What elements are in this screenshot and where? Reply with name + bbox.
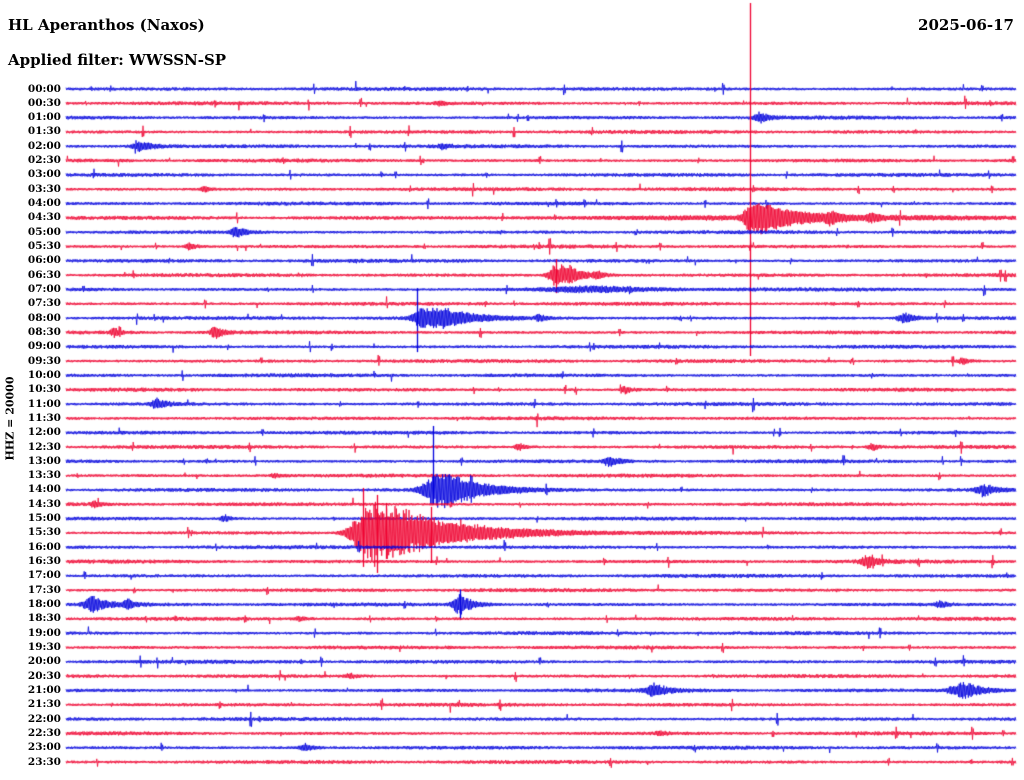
time-label: 16:00 [27, 540, 61, 553]
time-label: 23:30 [27, 755, 61, 768]
time-label: 01:30 [27, 125, 61, 138]
time-label: 05:30 [27, 240, 61, 253]
time-label: 19:00 [27, 626, 61, 639]
time-label: 19:30 [27, 640, 61, 653]
time-label: 07:30 [27, 297, 61, 310]
time-label: 12:30 [27, 440, 61, 453]
time-label: 03:00 [27, 168, 61, 181]
time-label: 04:30 [27, 211, 61, 224]
time-label: 09:30 [27, 354, 61, 367]
time-label: 20:00 [27, 655, 61, 668]
time-label: 16:30 [27, 555, 61, 568]
time-label: 13:00 [27, 454, 61, 467]
time-label: 15:30 [27, 526, 61, 539]
time-label: 18:00 [27, 598, 61, 611]
time-label: 04:00 [27, 197, 61, 210]
time-label: 00:30 [27, 96, 61, 109]
time-label: 00:00 [27, 82, 61, 95]
time-label: 02:00 [27, 139, 61, 152]
time-label: 12:00 [27, 426, 61, 439]
time-label: 21:30 [27, 698, 61, 711]
time-label: 14:00 [27, 483, 61, 496]
time-label: 23:00 [27, 741, 61, 754]
time-label: 22:00 [27, 712, 61, 725]
time-label: 17:30 [27, 583, 61, 596]
time-label: 08:00 [27, 311, 61, 324]
time-label: 20:30 [27, 669, 61, 682]
time-label: 11:30 [27, 411, 61, 424]
time-label: 02:30 [27, 154, 61, 167]
time-label: 21:00 [27, 683, 61, 696]
filter-label: Applied filter: WWSSN-SP [8, 51, 227, 69]
date-label: 2025-06-17 [918, 16, 1014, 34]
time-label: 17:00 [27, 569, 61, 582]
time-label: 06:30 [27, 268, 61, 281]
time-label: 09:00 [27, 340, 61, 353]
time-label: 08:30 [27, 325, 61, 338]
time-label: 07:00 [27, 282, 61, 295]
time-label: 18:30 [27, 612, 61, 625]
station-title: HL Aperanthos (Naxos) [8, 16, 205, 34]
time-label: 06:00 [27, 254, 61, 267]
time-label: 22:30 [27, 726, 61, 739]
time-label: 05:00 [27, 225, 61, 238]
time-label: 10:00 [27, 368, 61, 381]
time-label: 13:30 [27, 469, 61, 482]
time-label: 10:30 [27, 383, 61, 396]
time-label: 14:30 [27, 497, 61, 510]
time-label: 11:00 [27, 397, 61, 410]
time-label: 01:00 [27, 111, 61, 124]
time-label: 03:30 [27, 182, 61, 195]
time-label: 15:00 [27, 512, 61, 525]
